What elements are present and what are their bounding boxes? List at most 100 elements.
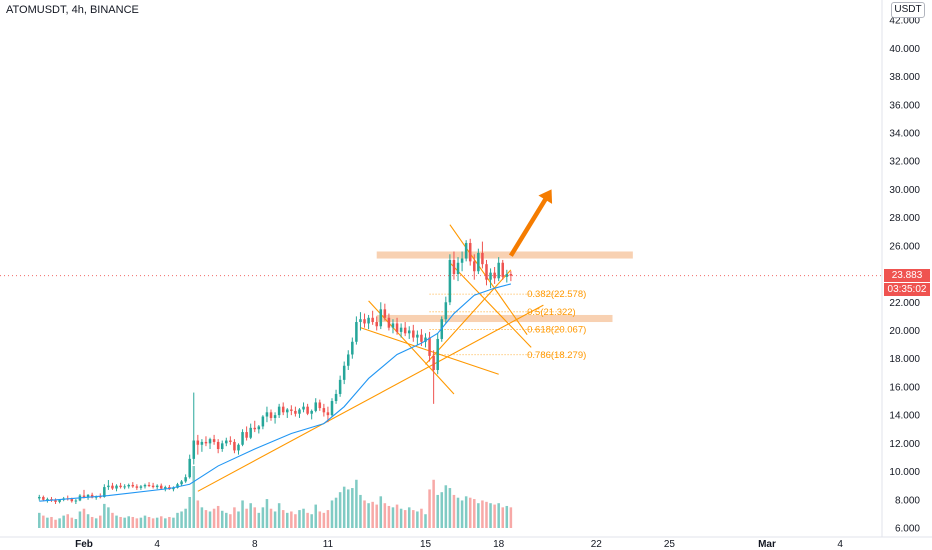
currency-badge[interactable]: USDT: [891, 2, 925, 18]
candle-body: [294, 410, 297, 414]
volume-bar: [273, 511, 277, 528]
candle-body: [363, 319, 366, 324]
candle-body: [379, 309, 383, 327]
volume-bar: [399, 508, 403, 528]
candle-body: [269, 412, 273, 418]
candle-body: [509, 274, 513, 276]
volume-bar: [233, 507, 236, 528]
volume-bar: [82, 508, 86, 528]
resistance-zone: [376, 251, 633, 259]
fib-level-label: 0.5(21.322): [527, 307, 576, 318]
candle-body: [334, 393, 338, 402]
volume-bar: [220, 510, 224, 528]
candle-body: [420, 334, 423, 342]
candle-body: [115, 485, 118, 489]
volume-bar: [351, 488, 354, 528]
volume-bar: [444, 485, 448, 528]
x-tick-label: 4: [837, 539, 843, 550]
candle-body: [123, 486, 126, 488]
candle-body: [229, 440, 232, 442]
y-tick-label: 30.000: [889, 185, 920, 196]
candle-body: [302, 406, 305, 410]
fib-level-label: 0.786(18.279): [527, 350, 586, 361]
volume-bar: [505, 505, 509, 528]
y-tick-label: 40.000: [889, 44, 920, 55]
volume-bar: [216, 505, 220, 528]
volume-bar: [314, 504, 317, 528]
candle-body: [359, 319, 362, 323]
candle-body: [407, 330, 411, 334]
candle-body: [143, 484, 147, 487]
volume-bar: [342, 486, 346, 528]
volume-bar: [428, 489, 431, 528]
candle-body: [399, 327, 403, 332]
candle-body: [286, 409, 289, 413]
volume-bar: [509, 507, 513, 528]
candle-body: [257, 426, 261, 430]
candle-body: [188, 458, 191, 478]
candle-body: [497, 262, 500, 279]
candle-body: [151, 485, 155, 488]
candle-body: [58, 499, 61, 502]
volume-bar: [151, 518, 155, 528]
candle-body: [204, 441, 208, 444]
volume-bar: [403, 510, 407, 528]
volume-bar: [50, 516, 53, 528]
y-tick-label: 6.000: [895, 524, 920, 535]
volume-bar: [387, 505, 391, 528]
volume-bar: [159, 516, 163, 528]
volume-bar: [70, 517, 74, 528]
x-tick-label: 4: [154, 539, 160, 550]
volume-bar: [164, 518, 167, 528]
volume-bar: [38, 512, 41, 528]
flag-upper-line: [449, 224, 528, 336]
candle-body: [208, 439, 212, 444]
volume-bar: [460, 500, 464, 528]
y-tick-label: 18.000: [889, 354, 920, 365]
volume-bar: [180, 511, 183, 528]
candle-body: [416, 334, 419, 338]
y-tick-label: 20.000: [889, 326, 920, 337]
volume-bar: [269, 508, 273, 528]
candle-body: [355, 322, 358, 342]
volume-bar: [127, 516, 130, 528]
candle-body: [326, 412, 330, 416]
last-price-tag: 23.883: [884, 268, 930, 282]
volume-bar: [172, 517, 175, 528]
candle-body: [338, 379, 342, 394]
volume-bar: [66, 514, 69, 528]
x-tick-label: 22: [591, 539, 603, 550]
volume-bar: [330, 500, 334, 528]
volume-bar: [46, 517, 49, 528]
volume-bar: [42, 515, 45, 528]
candle-body: [180, 481, 183, 485]
volume-bar: [94, 518, 98, 528]
volume-bar: [346, 489, 350, 528]
ascending-trendline: [197, 304, 544, 492]
candle-body: [322, 408, 326, 413]
x-tick-label: 8: [252, 539, 258, 550]
candle-body: [70, 499, 74, 502]
volume-bar: [456, 497, 460, 528]
candle-body: [127, 484, 130, 487]
candle-body: [237, 444, 240, 451]
candle-body: [46, 499, 49, 501]
volume-bar: [139, 517, 143, 528]
volume-bar: [192, 466, 196, 528]
candle-body: [485, 264, 488, 280]
volume-bar: [294, 514, 297, 528]
candle-body: [111, 485, 114, 489]
volume-bar: [306, 512, 309, 528]
volume-bar: [155, 517, 159, 528]
candle-body: [176, 484, 179, 488]
y-tick-label: 38.000: [889, 72, 920, 83]
volume-bar: [281, 510, 285, 528]
volume-bar: [135, 518, 139, 528]
volume-bar: [196, 500, 200, 528]
candle-body: [86, 494, 90, 497]
volume-bar: [298, 510, 301, 528]
candle-body: [155, 485, 159, 488]
y-tick-label: 14.000: [889, 411, 920, 422]
volume-bar: [395, 504, 399, 528]
